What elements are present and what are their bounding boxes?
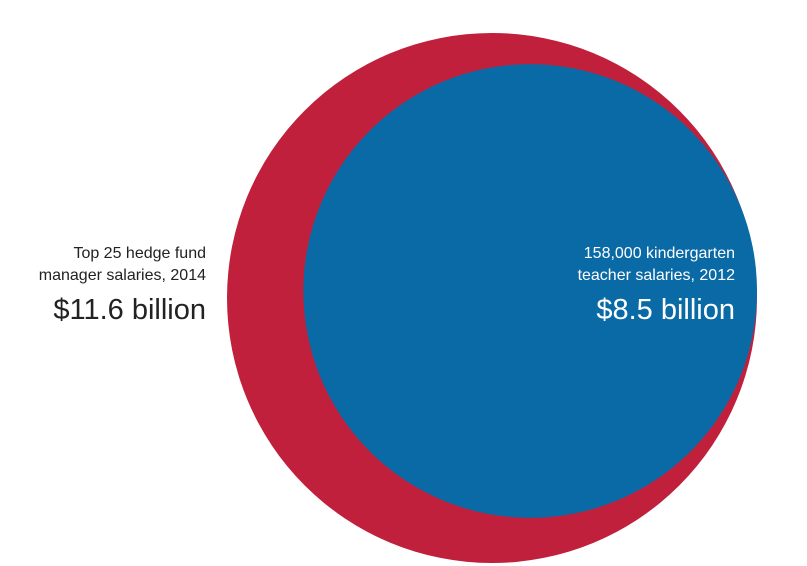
hedge-fund-value: $11.6 billion [53,294,206,326]
hedge-fund-description-line2: manager salaries, 2014 [38,267,206,284]
hedge-fund-description-line1: Top 25 hedge fund [73,245,206,262]
teacher-circle [303,64,757,518]
teacher-value: $8.5 billion [596,294,735,326]
teacher-description-line2: teacher salaries, 2012 [577,267,735,284]
teacher-label: 158,000 kindergarten teacher salaries, 2… [520,243,735,328]
teacher-description-line1: 158,000 kindergarten [583,245,735,262]
hedge-fund-label: Top 25 hedge fund manager salaries, 2014… [39,243,206,328]
